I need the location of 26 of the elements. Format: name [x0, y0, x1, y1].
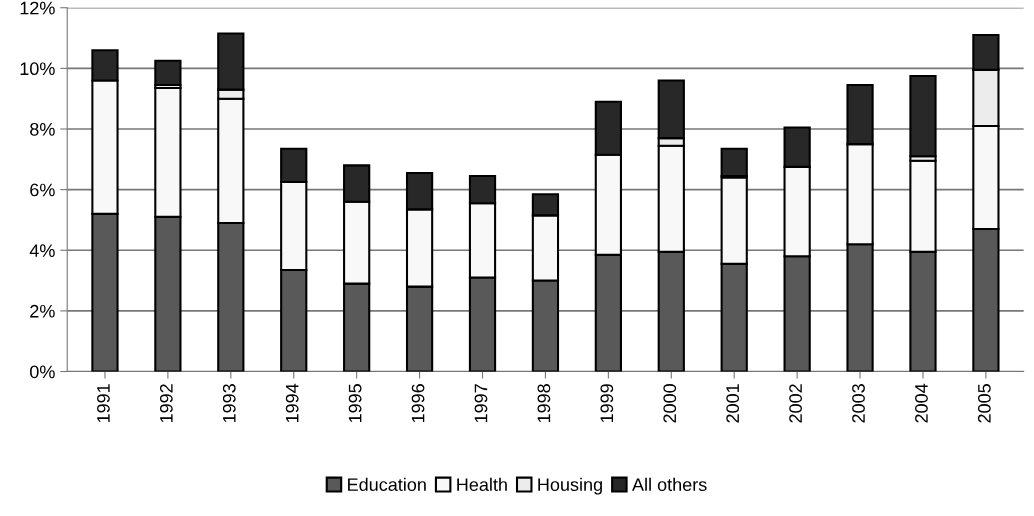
x-tick-label: 2003 — [852, 384, 865, 423]
x-tick-label: 1998 — [537, 384, 551, 423]
x-tick-label: 1999 — [600, 384, 614, 423]
y-tick-label: 6% — [30, 183, 55, 197]
legend-label: Education — [348, 477, 426, 492]
y-tick-label: 10% — [20, 62, 55, 76]
y-tick-label: 0% — [30, 365, 55, 379]
y-tick-label: 2% — [30, 304, 55, 318]
x-tick-label: 2001 — [726, 384, 740, 423]
y-tick-label: 8% — [30, 122, 55, 136]
legend-label: Housing — [538, 477, 602, 495]
y-tick-label: 4% — [29, 244, 55, 257]
x-tick-label: 1994 — [285, 383, 299, 423]
x-tick-label: 2002 — [789, 384, 802, 423]
x-tick-label: 2004 — [915, 383, 928, 423]
x-tick-label: 1996 — [411, 384, 425, 423]
x-tick-label: 1995 — [348, 384, 362, 423]
x-tick-label: 2005 — [977, 384, 991, 423]
x-tick-label: 1997 — [474, 384, 488, 423]
x-tick-label: 2000 — [663, 384, 677, 423]
y-tick-label: 12% — [20, 1, 55, 15]
legend-label: All others — [632, 477, 707, 492]
legend-label: Health — [457, 477, 507, 492]
x-tick-label: 1991 — [97, 384, 110, 423]
x-tick-label: 1992 — [159, 384, 173, 423]
x-tick-label: 1993 — [222, 384, 236, 423]
